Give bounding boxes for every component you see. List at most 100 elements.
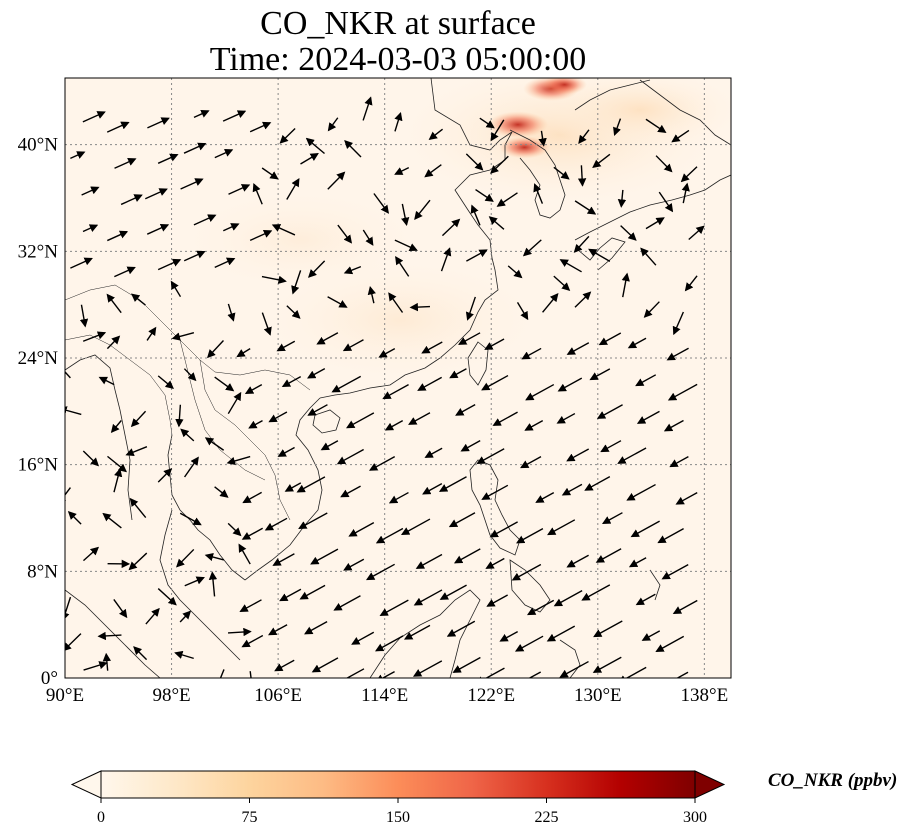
- wind-arrow: [300, 153, 319, 165]
- wind-arrow: [244, 384, 263, 394]
- wind-arrow: [249, 671, 252, 678]
- wind-arrow: [635, 374, 657, 387]
- wind-arrow: [672, 311, 685, 336]
- wind-arrow: [403, 624, 431, 640]
- wind-arrow: [394, 239, 418, 252]
- wind-arrow: [525, 383, 555, 401]
- wind-arrow: [249, 230, 273, 242]
- wind-arrow: [476, 448, 505, 465]
- wind-arrow: [180, 178, 204, 190]
- wind-arrow: [620, 225, 637, 241]
- wind-arrow: [676, 671, 689, 678]
- wind-arrow: [171, 331, 195, 341]
- wind-arrow: [514, 635, 544, 652]
- colorbar-tick-label: 300: [683, 809, 707, 826]
- colorbar: 0 75 150 225 300: [70, 770, 726, 826]
- wind-arrow: [204, 552, 225, 562]
- wind-arrow: [157, 375, 174, 390]
- wind-arrow: [331, 375, 362, 393]
- wind-arrow: [70, 151, 86, 160]
- wind-arrow: [264, 517, 288, 531]
- wind-arrow: [261, 167, 279, 180]
- wind-arrow: [663, 419, 684, 432]
- wind-arrow: [479, 117, 495, 129]
- wind-arrow: [306, 368, 326, 379]
- wind-arrow: [65, 487, 71, 505]
- wind-arrow: [310, 548, 339, 565]
- wind-arrow: [131, 293, 146, 306]
- wind-arrow: [241, 634, 264, 648]
- wind-arrow: [65, 406, 82, 416]
- wind-arrow: [174, 650, 194, 660]
- wind-arrow: [367, 286, 376, 304]
- wind-arrow: [107, 230, 129, 242]
- wind-arrow: [239, 599, 262, 612]
- wind-arrow: [129, 497, 147, 519]
- lat-tick-label: 16°N: [18, 455, 59, 476]
- wind-arrow: [559, 660, 589, 678]
- wind-arrow: [82, 224, 99, 233]
- wind-arrow: [669, 456, 689, 468]
- wind-arrow: [675, 492, 698, 505]
- wind-arrow: [157, 153, 179, 164]
- wind-arrow: [382, 384, 409, 400]
- lon-tick-label: 106°E: [254, 685, 302, 706]
- lon-tick-label: 138°E: [681, 685, 729, 706]
- wind-arrow: [340, 485, 361, 498]
- wind-arrow: [547, 519, 576, 536]
- wind-arrow: [452, 656, 481, 673]
- wind-arrow: [284, 482, 302, 492]
- wind-arrow: [384, 420, 404, 431]
- wind-arrow: [337, 224, 353, 244]
- wind-arrow: [577, 165, 587, 187]
- wind-arrow: [588, 248, 611, 262]
- wind-arrow: [70, 257, 93, 269]
- wind-arrow: [179, 610, 192, 623]
- wind-arrow: [413, 589, 443, 606]
- wind-arrow: [526, 599, 555, 616]
- wind-arrow: [274, 659, 295, 672]
- wind-vectors: [65, 96, 705, 678]
- wind-arrow: [465, 153, 484, 171]
- wind-arrow: [238, 543, 251, 565]
- wind-arrow: [574, 291, 592, 308]
- wind-arrow: [228, 184, 251, 195]
- wind-arrow: [180, 428, 195, 442]
- wind-arrow: [365, 563, 395, 581]
- wind-arrow: [128, 552, 148, 571]
- wind-arrow: [179, 512, 202, 526]
- wind-arrow: [553, 590, 583, 607]
- wind-arrow: [556, 412, 576, 424]
- wind-arrow: [343, 558, 365, 571]
- wind-arrow: [214, 148, 234, 159]
- wind-arrow: [242, 491, 262, 504]
- wind-arrow: [448, 512, 476, 528]
- wind-arrow: [379, 599, 409, 616]
- wind-arrow: [635, 593, 656, 606]
- wind-arrow: [305, 137, 325, 155]
- wind-arrow: [470, 204, 481, 226]
- colorbar-tick-label: 0: [97, 809, 105, 826]
- wind-arrow: [362, 96, 373, 121]
- wind-arrow: [627, 337, 647, 349]
- lat-tick-label: 24°N: [18, 348, 59, 369]
- map-frame: [64, 77, 732, 679]
- wind-arrow: [241, 527, 264, 540]
- wind-arrow: [106, 335, 121, 350]
- wind-arrow: [592, 656, 622, 673]
- wind-arrow: [222, 110, 247, 122]
- wind-arrow: [375, 670, 395, 678]
- wind-arrow: [655, 155, 673, 173]
- wind-arrow: [327, 117, 339, 132]
- lon-tick-label: 130°E: [574, 685, 622, 706]
- map-title-line1: CO_NKR at surface: [260, 5, 536, 42]
- wind-arrow: [596, 404, 623, 419]
- wind-arrow: [538, 130, 547, 147]
- lon-tick-label: 122°E: [467, 685, 515, 706]
- wind-arrow: [204, 437, 225, 451]
- wind-arrow: [252, 182, 263, 205]
- wind-arrow: [640, 247, 657, 266]
- wind-arrow: [114, 158, 137, 169]
- wind-arrow: [291, 270, 302, 295]
